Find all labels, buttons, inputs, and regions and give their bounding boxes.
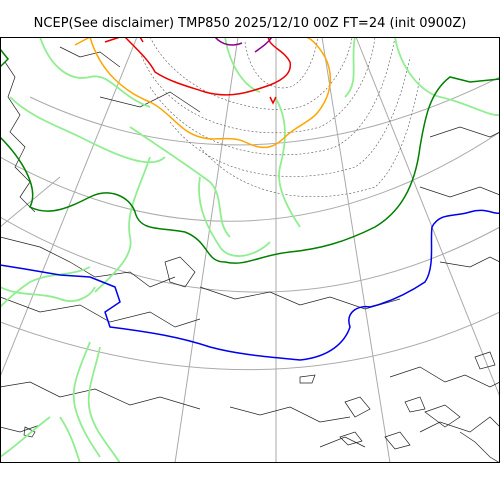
isotherm xyxy=(74,37,91,46)
isotherm xyxy=(0,48,10,68)
isotherm xyxy=(344,37,356,98)
coastline xyxy=(0,424,41,433)
coastline xyxy=(419,416,500,433)
isotherm-dotted xyxy=(199,76,421,197)
isotherm xyxy=(72,341,101,458)
coastline xyxy=(99,91,201,113)
coastline xyxy=(459,431,500,463)
isotherm xyxy=(89,37,332,149)
isotherm xyxy=(129,126,231,238)
coastline xyxy=(344,396,371,418)
isotherm xyxy=(0,76,500,264)
weather-map xyxy=(0,37,500,463)
isotherm xyxy=(59,416,81,463)
coastline xyxy=(404,396,426,413)
isotherm xyxy=(0,416,51,458)
isotherm-dotted xyxy=(244,37,319,89)
coastline xyxy=(0,296,201,328)
meridian-line xyxy=(0,176,61,228)
fine-isotherms xyxy=(139,37,421,197)
coastline xyxy=(0,236,176,288)
coastline xyxy=(4,61,36,213)
coastlines xyxy=(0,46,500,463)
isotherm xyxy=(94,156,151,293)
isotherm xyxy=(39,37,151,108)
isotherm-dotted xyxy=(149,37,396,156)
isotherm-dotted xyxy=(169,56,411,177)
isotherm xyxy=(0,286,96,302)
coastline xyxy=(439,256,500,268)
isotherm-red xyxy=(104,37,292,105)
isotherm xyxy=(269,96,277,105)
isotherm-blue xyxy=(0,209,500,361)
coastline xyxy=(419,186,500,198)
isotherm-green xyxy=(0,48,500,264)
meridian-line xyxy=(355,37,500,398)
coastline xyxy=(384,431,411,450)
isotherm xyxy=(394,37,500,116)
latitude-circle xyxy=(0,311,500,371)
coastline xyxy=(474,351,496,370)
chart-title: NCEP(See disclaimer) TMP850 2025/12/10 0… xyxy=(33,16,467,31)
coastline xyxy=(424,404,461,428)
isotherm xyxy=(198,176,271,257)
graticule xyxy=(0,37,500,463)
coastline xyxy=(229,406,351,423)
isotherm xyxy=(0,266,91,308)
isotherm xyxy=(254,37,273,53)
coastline xyxy=(339,431,363,446)
latitude-circle xyxy=(29,76,500,146)
isotherm xyxy=(274,96,301,228)
isotherm xyxy=(9,96,166,164)
latitude-circle xyxy=(0,131,500,222)
isotherm-orange xyxy=(74,37,332,149)
meridian-line xyxy=(321,37,391,463)
isotherm xyxy=(0,209,500,361)
isotherm-purple xyxy=(214,37,273,53)
coastline xyxy=(429,126,500,138)
map-frame xyxy=(0,37,500,463)
isotherm-dotted xyxy=(139,37,376,134)
isotherm xyxy=(87,346,121,463)
isotherm xyxy=(214,37,243,46)
isotherm xyxy=(124,37,292,96)
coastline xyxy=(23,426,36,438)
coastline xyxy=(199,286,401,310)
coastline xyxy=(319,436,366,448)
coastline xyxy=(59,46,121,68)
isotherms-light-green xyxy=(0,37,500,463)
coastline xyxy=(299,374,316,384)
coastline xyxy=(0,381,201,410)
coastline xyxy=(164,256,196,288)
coastline xyxy=(389,366,500,388)
